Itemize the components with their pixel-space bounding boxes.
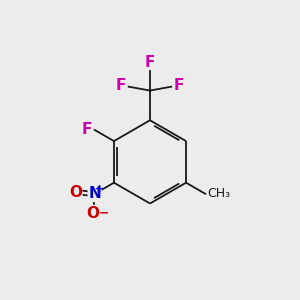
Text: O: O	[69, 185, 82, 200]
Text: +: +	[95, 184, 104, 194]
Text: −: −	[98, 206, 109, 219]
Text: F: F	[82, 122, 92, 137]
Text: F: F	[145, 55, 155, 70]
Text: CH₃: CH₃	[208, 187, 231, 200]
Text: F: F	[116, 78, 126, 93]
Text: F: F	[174, 78, 184, 93]
Text: O: O	[87, 206, 100, 221]
Text: N: N	[88, 186, 101, 201]
